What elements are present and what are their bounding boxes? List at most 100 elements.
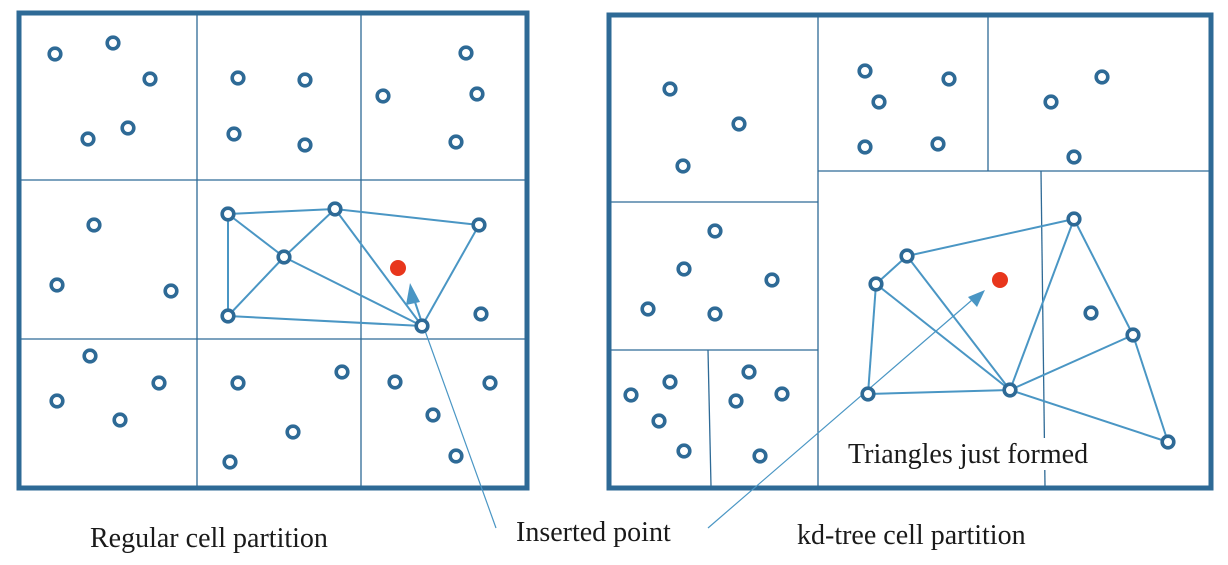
regular-triangulation bbox=[227, 208, 480, 327]
ring-dot-icon bbox=[640, 301, 656, 317]
ring-dot-icon bbox=[297, 137, 313, 153]
triangle-edge bbox=[1132, 334, 1169, 443]
triangles-label-backing bbox=[846, 438, 1114, 470]
triangle-edge bbox=[906, 255, 1011, 391]
ring-dot-icon bbox=[49, 393, 65, 409]
ring-dot-icon bbox=[857, 139, 873, 155]
kdtree-partition-panel: Triangles just formed bbox=[606, 12, 1214, 529]
kdtree-sample-points bbox=[623, 63, 1176, 464]
triangle-edge bbox=[1009, 389, 1169, 443]
regular-partition-panel bbox=[16, 10, 530, 529]
triangle-edge bbox=[1073, 218, 1134, 336]
inserted-point-red-dot-icon bbox=[390, 260, 406, 276]
ring-dot-icon bbox=[1094, 69, 1110, 85]
ring-dot-icon bbox=[871, 94, 887, 110]
ring-dot-icon bbox=[82, 348, 98, 364]
ring-dot-icon bbox=[448, 448, 464, 464]
ring-dot-icon bbox=[230, 70, 246, 86]
ring-dot-icon bbox=[930, 136, 946, 152]
ring-dot-icon bbox=[80, 131, 96, 147]
ring-dot-icon bbox=[473, 306, 489, 322]
triangle-edge bbox=[227, 256, 285, 317]
kd-split-left-bottom-vertical bbox=[707, 349, 712, 487]
triangle-edge bbox=[227, 315, 423, 327]
ring-dot-icon bbox=[375, 88, 391, 104]
triangle-edge bbox=[334, 208, 480, 226]
ring-dot-icon bbox=[285, 424, 301, 440]
inserted-point-red-dot-icon bbox=[992, 272, 1008, 288]
regular-grid-lines bbox=[21, 15, 525, 486]
regular-sample-points bbox=[47, 35, 498, 470]
triangles-formed-label: Triangles just formed bbox=[848, 439, 1088, 470]
ring-dot-icon bbox=[662, 374, 678, 390]
ring-dot-icon bbox=[112, 412, 128, 428]
ring-dot-icon bbox=[469, 86, 485, 102]
triangle-edge bbox=[906, 218, 1075, 257]
ring-dot-icon bbox=[676, 261, 692, 277]
ring-dot-icon bbox=[1002, 382, 1018, 398]
triangle-edge bbox=[227, 213, 285, 258]
ring-dot-icon bbox=[142, 71, 158, 87]
kdtree-triangulation bbox=[867, 218, 1169, 443]
triangle-edge bbox=[283, 256, 423, 327]
ring-dot-icon bbox=[774, 386, 790, 402]
triangle-edge bbox=[227, 208, 336, 215]
ring-dot-icon bbox=[47, 46, 63, 62]
ring-dot-icon bbox=[414, 318, 430, 334]
left-arrowhead-icon bbox=[406, 283, 420, 305]
ring-dot-icon bbox=[868, 276, 884, 292]
ring-dot-icon bbox=[297, 72, 313, 88]
ring-dot-icon bbox=[662, 81, 678, 97]
ring-dot-icon bbox=[899, 248, 915, 264]
kdtree-partition-caption: kd-tree cell partition bbox=[797, 520, 1026, 551]
ring-dot-icon bbox=[1066, 211, 1082, 227]
ring-dot-icon bbox=[651, 413, 667, 429]
left-pointer-line bbox=[423, 327, 497, 529]
triangle-edge bbox=[875, 283, 1011, 391]
ring-dot-icon bbox=[1125, 327, 1141, 343]
ring-dot-icon bbox=[49, 277, 65, 293]
triangle-edge bbox=[334, 208, 423, 327]
triangle-edge bbox=[421, 224, 480, 327]
ring-dot-icon bbox=[276, 249, 292, 265]
triangle-edge bbox=[1009, 334, 1134, 391]
ring-dot-icon bbox=[425, 407, 441, 423]
ring-dot-icon bbox=[1083, 305, 1099, 321]
triangle-edge bbox=[1009, 218, 1075, 391]
ring-dot-icon bbox=[860, 386, 876, 402]
kd-split-right-bottom-vertical bbox=[1040, 170, 1046, 487]
triangle-edge bbox=[867, 283, 877, 395]
ring-dot-icon bbox=[226, 126, 242, 142]
ring-dot-icon bbox=[1066, 149, 1082, 165]
ring-dot-icon bbox=[941, 71, 957, 87]
ring-dot-icon bbox=[1043, 94, 1059, 110]
ring-dot-icon bbox=[387, 374, 403, 390]
ring-dot-icon bbox=[105, 35, 121, 51]
ring-dot-icon bbox=[458, 45, 474, 61]
ring-dot-icon bbox=[676, 443, 692, 459]
ring-dot-icon bbox=[86, 217, 102, 233]
kdtree-partition-frame bbox=[606, 12, 1214, 491]
ring-dot-icon bbox=[220, 206, 236, 222]
ring-dot-icon bbox=[448, 134, 464, 150]
ring-dot-icon bbox=[471, 217, 487, 233]
ring-dot-icon bbox=[151, 375, 167, 391]
ring-dot-icon bbox=[764, 272, 780, 288]
ring-dot-icon bbox=[741, 364, 757, 380]
kdtree-split-lines bbox=[611, 17, 1209, 487]
ring-dot-icon bbox=[163, 283, 179, 299]
ring-dot-icon bbox=[857, 63, 873, 79]
right-arrowhead-icon bbox=[968, 290, 985, 307]
ring-dot-icon bbox=[334, 364, 350, 380]
regular-partition-frame bbox=[16, 10, 530, 491]
ring-dot-icon bbox=[327, 201, 343, 217]
ring-dot-icon bbox=[1160, 434, 1176, 450]
ring-dot-icon bbox=[220, 308, 236, 324]
triangle-edge bbox=[867, 389, 1011, 395]
ring-dot-icon bbox=[120, 120, 136, 136]
ring-dot-icon bbox=[230, 375, 246, 391]
ring-dot-icon bbox=[222, 454, 238, 470]
ring-dot-icon bbox=[728, 393, 744, 409]
triangle-edge bbox=[283, 208, 336, 258]
